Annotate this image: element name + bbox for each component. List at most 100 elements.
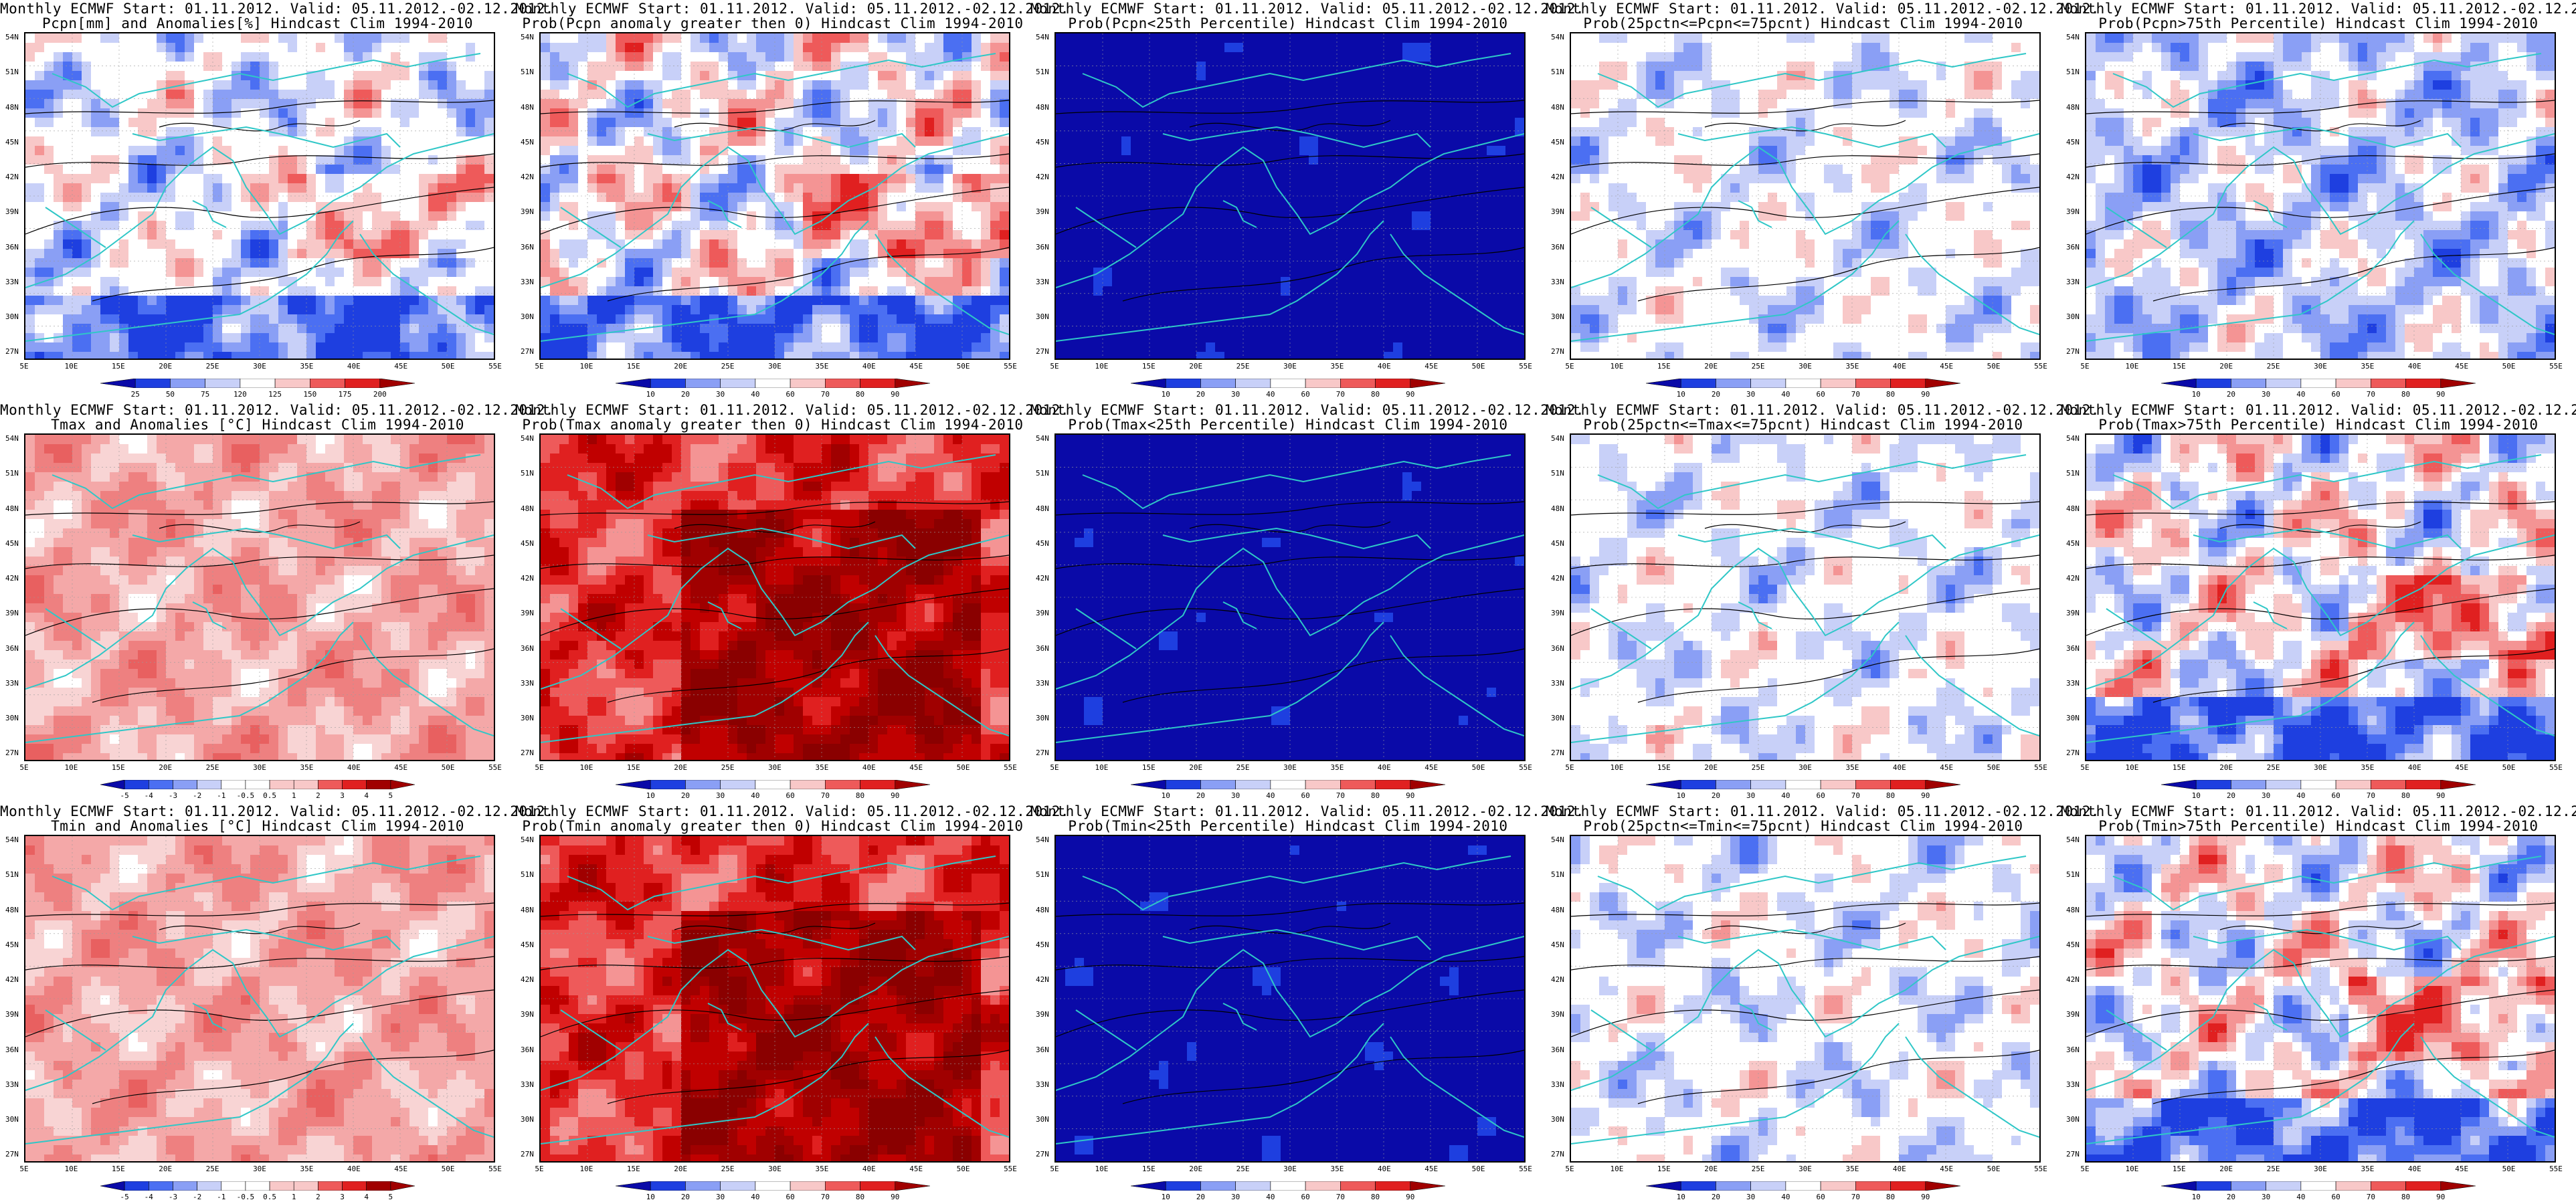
lon-tick-label: 5E <box>19 1165 28 1173</box>
colorbar-label: 90 <box>1406 792 1414 800</box>
colorbar-label: -4 <box>145 792 153 800</box>
lon-tick-label: 55E <box>1004 764 1017 772</box>
lat-tick-label: 36N <box>521 243 534 252</box>
panel-title-line2: Prob(Tmin>75th Percentile) Hindcast Clim… <box>2061 819 2576 833</box>
colorbar-label: 70 <box>1851 1193 1860 1201</box>
lat-tick-label: 30N <box>1551 1116 1564 1124</box>
colorbar-label: 70 <box>1336 792 1345 800</box>
lon-tick-label: 45E <box>1940 764 1953 772</box>
lon-tick-label: 15E <box>2173 764 2186 772</box>
lon-tick-label: 10E <box>2125 363 2138 371</box>
map-area <box>1570 32 2041 360</box>
colorbar-label: 60 <box>1816 792 1825 800</box>
colorbar-label: 5 <box>389 1193 393 1201</box>
lat-tick-label: 51N <box>2066 871 2080 879</box>
colorbar-label: 2 <box>316 1193 320 1201</box>
lat-tick-label: 48N <box>2066 504 2080 513</box>
lon-tick-label: 55E <box>488 764 502 772</box>
lat-tick-label: 48N <box>1036 103 1049 112</box>
lon-tick-label: 50E <box>1472 1165 1485 1173</box>
colorbar-label: 10 <box>1162 792 1170 800</box>
lon-tick-label: 25E <box>1752 1165 1765 1173</box>
map-panel-tmax-prob-gt75: Monthly ECMWF Start: 01.11.2012. Valid: … <box>2061 401 2576 803</box>
colorbar-label: 90 <box>891 792 899 800</box>
lat-tick-label: 39N <box>1551 609 1564 617</box>
lat-tick-label: 27N <box>2066 348 2080 356</box>
lat-tick-label: 42N <box>1551 575 1564 583</box>
lon-tick-label: 40E <box>2408 764 2421 772</box>
colorbar-label: 10 <box>1162 391 1170 399</box>
lon-tick-label: 5E <box>19 764 28 772</box>
lon-tick-label: 15E <box>2173 363 2186 371</box>
colorbar-label: 90 <box>891 391 899 399</box>
lat-tick-label: 27N <box>5 1150 19 1159</box>
lat-tick-label: 48N <box>521 906 534 914</box>
lon-tick-label: 10E <box>1095 363 1108 371</box>
lon-tick-label: 10E <box>1610 1165 1623 1173</box>
lon-tick-label: 35E <box>2361 764 2374 772</box>
colorbar <box>1646 780 1960 789</box>
colorbar-label: -0.5 <box>237 1193 255 1201</box>
lat-tick-label: 39N <box>521 1011 534 1019</box>
colorbar-label: 1 <box>292 792 296 800</box>
lat-tick-label: 45N <box>1551 138 1564 146</box>
colorbar-label: 70 <box>821 391 830 399</box>
lat-tick-label: 30N <box>1036 714 1049 722</box>
lat-tick-label: 36N <box>521 1045 534 1054</box>
colorbar-label: 3 <box>340 1193 345 1201</box>
colorbar-label: 60 <box>786 391 794 399</box>
lon-tick-label: 30E <box>1283 363 1297 371</box>
map-panel-tmax-prob-25-75: Monthly ECMWF Start: 01.11.2012. Valid: … <box>1546 401 2100 803</box>
lat-tick-label: 54N <box>521 435 534 443</box>
colorbar-label: 30 <box>716 792 725 800</box>
colorbar <box>1131 379 1445 388</box>
lat-tick-label: 39N <box>1036 208 1049 216</box>
lat-tick-label: 36N <box>1036 644 1049 653</box>
lon-tick-label: 30E <box>1799 764 1812 772</box>
colorbar-label: 80 <box>1886 1193 1895 1201</box>
map-panel-tmin-prob-gt75: Monthly ECMWF Start: 01.11.2012. Valid: … <box>2061 803 2576 1204</box>
colorbar-label: 20 <box>1196 792 1205 800</box>
lon-tick-label: 55E <box>488 363 502 371</box>
colorbar <box>616 1181 930 1191</box>
colorbar-label: 70 <box>2367 1193 2375 1201</box>
lat-tick-label: 33N <box>1551 278 1564 286</box>
lat-tick-label: 54N <box>1036 33 1049 41</box>
colorbar-label: 70 <box>1336 391 1345 399</box>
colorbar-label: 70 <box>821 792 830 800</box>
map-area <box>539 32 1010 360</box>
colorbar-label: 50 <box>166 391 175 399</box>
map-area <box>24 835 495 1163</box>
map-area <box>1570 835 2041 1163</box>
colorbar-label: 30 <box>1746 1193 1755 1201</box>
lon-tick-label: 25E <box>206 1165 219 1173</box>
lon-tick-label: 45E <box>2455 1165 2468 1173</box>
lon-tick-label: 5E <box>1050 363 1059 371</box>
lat-tick-label: 42N <box>521 575 534 583</box>
lon-tick-label: 25E <box>1236 1165 1250 1173</box>
lat-tick-label: 27N <box>1551 749 1564 757</box>
lon-tick-label: 50E <box>442 363 455 371</box>
lon-tick-label: 35E <box>2361 1165 2374 1173</box>
lat-tick-label: 36N <box>5 644 19 653</box>
lon-tick-label: 5E <box>1565 363 1574 371</box>
lon-tick-label: 10E <box>2125 764 2138 772</box>
lat-tick-label: 36N <box>1036 243 1049 252</box>
lat-tick-label: 45N <box>521 940 534 949</box>
lat-tick-label: 39N <box>2066 1011 2080 1019</box>
lat-tick-label: 33N <box>5 679 19 688</box>
lon-tick-label: 50E <box>442 764 455 772</box>
lat-tick-label: 45N <box>1551 539 1564 548</box>
lat-tick-label: 48N <box>1036 504 1049 513</box>
map-area <box>1570 433 2041 761</box>
map-panel-precip-anomaly: Monthly ECMWF Start: 01.11.2012. Valid: … <box>0 0 554 401</box>
lon-tick-label: 30E <box>1283 1165 1297 1173</box>
lon-tick-label: 20E <box>674 1165 687 1173</box>
colorbar-label: 30 <box>2262 1193 2270 1201</box>
lat-tick-label: 33N <box>521 1080 534 1089</box>
lon-tick-label: 50E <box>957 1165 970 1173</box>
colorbar-label: 60 <box>1301 1193 1309 1201</box>
lon-tick-label: 50E <box>1472 764 1485 772</box>
colorbar-label: 30 <box>1231 1193 1240 1201</box>
colorbar-label: 70 <box>1851 792 1860 800</box>
